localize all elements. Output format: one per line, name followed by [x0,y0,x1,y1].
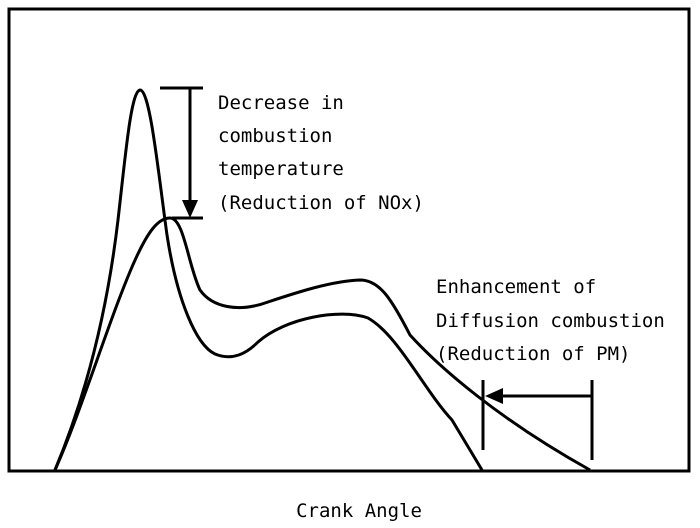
diffusion-label-line-3: (Reduction of PM) [436,343,630,365]
temperature-label-line-4: (Reduction of NOx) [218,192,424,214]
x-axis-label: Crank Angle [296,500,422,522]
diffusion-label-line-1: Enhancement of [436,276,596,298]
improved-curve [53,216,591,472]
temperature-label-line-2: combustion [218,125,332,147]
combustion-shortening-arrowhead [485,388,503,404]
temperature-label-line-3: temperature [218,158,344,180]
svg-text:Decrease in combustion: Decrease in combustion temperature (Redu… [218,92,424,214]
plot-frame [7,7,691,473]
diffusion-label-line-2: Diffusion combustion [436,310,665,332]
svg-text:Enhancement of Diffusion c: Enhancement of Diffusion combustion (Red… [436,276,676,365]
temperature-label-line-1: Decrease in [218,92,344,114]
temperature-decrease-arrowhead [182,200,198,218]
conventional-curve [53,88,484,471]
